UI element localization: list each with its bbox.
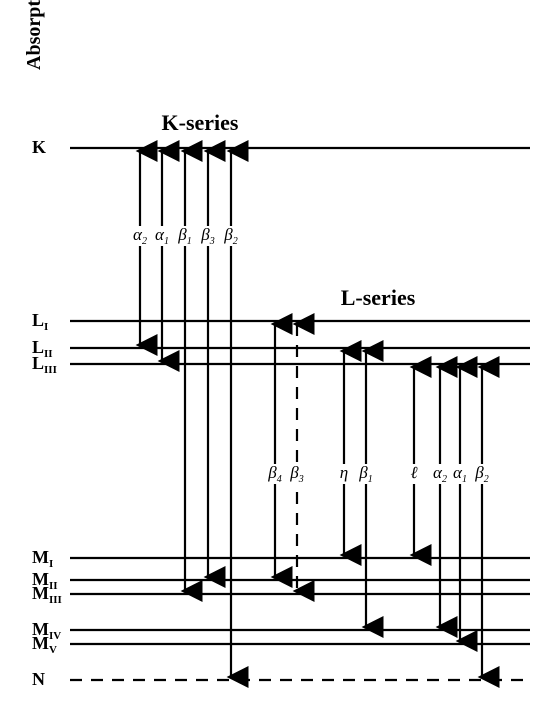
l-series-title: L-series — [341, 285, 416, 310]
l-2-label: η — [340, 463, 348, 482]
level-label-N: N — [32, 669, 45, 689]
level-label-L1: LI — [32, 310, 48, 333]
axis-label: Absorption — [23, 0, 45, 70]
k-series-title: K-series — [162, 110, 239, 135]
l-4-label: ℓ — [410, 463, 417, 482]
level-label-M1: MI — [32, 547, 53, 570]
level-label-K: K — [32, 137, 46, 157]
